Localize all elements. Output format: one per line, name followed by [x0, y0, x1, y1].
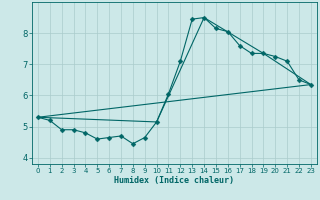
X-axis label: Humidex (Indice chaleur): Humidex (Indice chaleur) [115, 176, 234, 185]
